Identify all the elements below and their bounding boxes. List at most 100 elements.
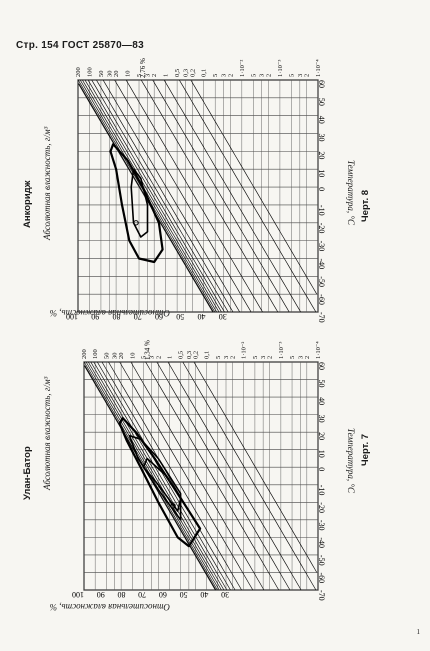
humidity-tick-label: 0,3 [183, 69, 190, 77]
temp-tick-label: -60 [317, 572, 326, 583]
humidity-tick-label: 2 [304, 74, 311, 77]
rh-curve [125, 79, 263, 313]
rh-tick-label: 70 [134, 312, 142, 321]
chart-plot-1: -70-60-50-40-30-20-1001020304050601·10⁻⁴… [72, 340, 326, 601]
rh-curve [119, 361, 254, 591]
humidity-tick-label: 2 [265, 74, 272, 77]
rh-curve [145, 361, 280, 591]
rh-tick-label: 40 [200, 590, 208, 599]
humidity-tick-label: 3 [259, 74, 266, 77]
humidity-tick-label: 50 [98, 71, 105, 78]
temp-tick-label: -40 [317, 258, 326, 269]
humidity-tick-label: 5 [140, 356, 147, 359]
rh-curve [152, 79, 290, 313]
humidity-tick-label: 20 [113, 71, 120, 78]
humidity-tick-label: 5 [215, 356, 222, 359]
humidity-tick-label: 30 [112, 353, 119, 360]
temp-tick-label: -50 [317, 276, 326, 287]
rh-tick-label: 80 [117, 590, 125, 599]
contour-outer [118, 417, 202, 548]
humidity-tick-label: 3 [297, 74, 304, 77]
humidity-tick-label: 10 [125, 71, 132, 78]
humidity-tick-label: 3 [221, 74, 228, 77]
humidity-tick-label: 2 [155, 356, 162, 359]
humidity-tick-label: 0,5 [178, 351, 185, 359]
humidity-tick-label: 200 [75, 67, 82, 77]
rh-tick-label: 50 [176, 312, 184, 321]
contour-inner [130, 168, 149, 238]
temp-tick-label: -50 [317, 555, 326, 566]
humidity-tick-label: 50 [103, 353, 110, 360]
rh-curve [93, 361, 228, 591]
humidity-tick-label: 0,5 [174, 69, 181, 77]
humidity-tick-label: 1·10⁻³ [278, 342, 285, 359]
temp-tick-label: -60 [317, 294, 326, 305]
temp-tick-label: 60 [317, 80, 326, 88]
humidity-tick-label: 10 [129, 353, 136, 360]
rh-curve [190, 79, 318, 295]
temp-tick-label: 10 [317, 450, 326, 458]
rh-curve [156, 361, 291, 591]
rh-curve [96, 79, 234, 313]
humidity-tick-label: 2 [151, 74, 158, 77]
rh-curve [167, 361, 302, 591]
rh-tick-label: 100 [66, 312, 78, 321]
humidity-tick-label: 1 [163, 74, 170, 77]
temp-tick-label: -70 [317, 312, 326, 323]
rh-tick-label: 90 [97, 590, 105, 599]
temp-tick-label: 50 [317, 98, 326, 106]
temp-tick-label: -10 [317, 485, 326, 496]
humidity-tick-label: 0,1 [204, 351, 211, 359]
rh-curve [178, 79, 317, 313]
humidity-tick-label: 3 [297, 356, 304, 359]
temp-tick-label: 0 [317, 467, 326, 471]
rh-curve [82, 79, 220, 313]
rh-tick-label: 60 [159, 590, 167, 599]
humidity-tick-label: 5 [252, 356, 259, 359]
humidity-tick-label: 20 [118, 353, 125, 360]
rh-curve [79, 79, 218, 313]
rh-curve [163, 79, 302, 313]
max-ah-label: 2,76 % [139, 58, 147, 78]
humidity-tick-label: 1·10⁻² [241, 342, 248, 359]
rh-tick-label: 40 [198, 312, 206, 321]
rh-curve [91, 79, 229, 313]
humidity-tick-label: 100 [86, 67, 93, 77]
humidity-tick-label: 5 [212, 74, 219, 77]
humidity-tick-label: 2 [230, 356, 237, 359]
humidity-tick-label: 0,2 [189, 69, 196, 77]
plot-frame [77, 79, 319, 313]
plot-frame [83, 361, 319, 591]
rh-tick-label: 30 [221, 590, 229, 599]
marker-point [170, 503, 176, 509]
rh-curve [102, 79, 241, 313]
page-number: 1 [416, 628, 421, 636]
rh-curve [87, 79, 225, 313]
humidity-tick-label: 5 [288, 74, 295, 77]
rh-curve [101, 361, 236, 591]
rh-curve [85, 361, 220, 591]
humidity-tick-label: 100 [92, 349, 99, 359]
humidity-tick-label: 5 [136, 74, 143, 77]
rh-tick-label: 80 [113, 312, 121, 321]
marker-point [133, 220, 139, 226]
temp-tick-label: -20 [317, 502, 326, 513]
rh-tick-label: 30 [219, 312, 227, 321]
humidity-tick-label: 5 [289, 356, 296, 359]
page-header: Стр. 154 ГОСТ 25870—83 [16, 40, 144, 51]
humidity-tick-label: 200 [81, 349, 88, 359]
humidity-tick-label: 0,3 [186, 351, 193, 359]
humidity-tick-label: 1 [166, 356, 173, 359]
humidity-tick-label: 1·10⁻² [239, 60, 246, 77]
humidity-tick-label: 3 [144, 74, 151, 77]
temp-tick-label: 30 [317, 415, 326, 423]
humidity-tick-label: 3 [149, 356, 156, 359]
temp-tick-label: -20 [317, 223, 326, 234]
rh-curve [87, 361, 222, 591]
humidity-tick-label: 1·10⁻⁴ [315, 341, 322, 359]
humidity-tick-label: 2 [227, 74, 234, 77]
temp-tick-label: -30 [317, 520, 326, 531]
temp-tick-label: -40 [317, 537, 326, 548]
rh-tick-label: 100 [72, 590, 84, 599]
